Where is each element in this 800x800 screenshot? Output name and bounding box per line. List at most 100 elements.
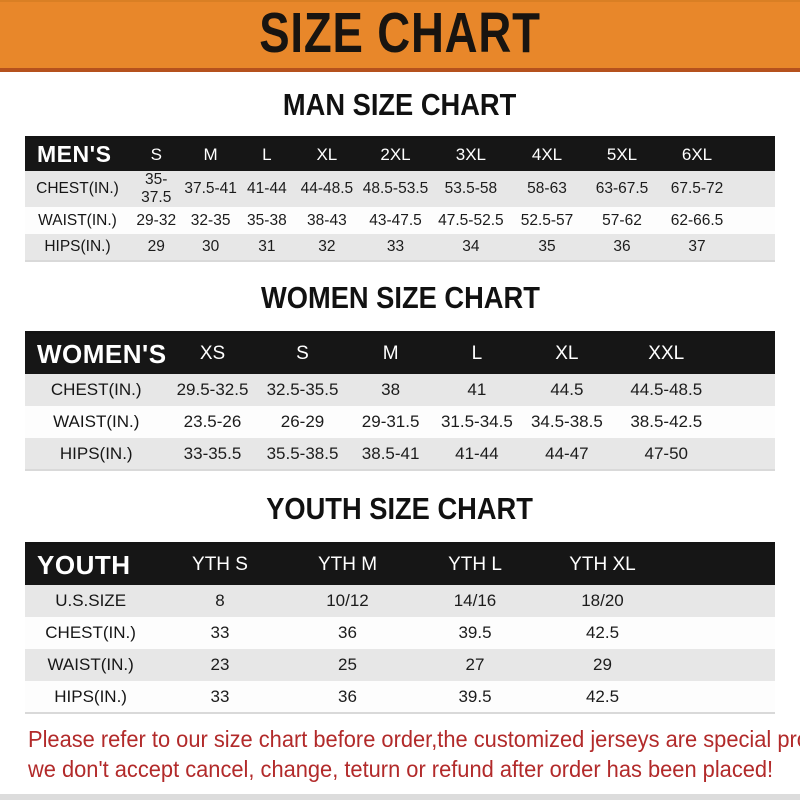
row-filler-cell [666, 681, 775, 714]
size-column-header: YTH M [283, 542, 412, 586]
size-value: 23.5-26 [167, 406, 258, 439]
measurement-row-label: CHEST(IN.) [25, 171, 130, 208]
row-filler-cell [666, 585, 775, 618]
size-value: 27 [411, 649, 539, 682]
size-column-header: XS [167, 331, 258, 375]
section-youth: YOUTH SIZE CHART YOUTH YTH S YTH M YTH L YTH… [0, 491, 800, 714]
measurement-row: CHEST(IN.) 35-37.5 37.5-41 41-44 44-48.5 48.5… [25, 171, 775, 208]
size-value: 29.5-32.5 [167, 374, 258, 407]
measurement-row: CHEST(IN.) 29.5-32.5 32.5-35.5 38 41 44.5 44.5… [25, 374, 775, 407]
measurement-row: HIPS(IN.) 33-35.5 35.5-38.5 38.5-41 41-44 44-… [25, 438, 775, 471]
row-filler-cell [718, 406, 775, 439]
row-filler-cell [734, 234, 775, 262]
size-column-header: S [130, 136, 183, 172]
notice-line-1: Please refer to our size chart before or… [28, 726, 800, 753]
size-value: 37 [659, 234, 735, 262]
header-filler-cell [666, 542, 775, 586]
size-value: 34 [432, 234, 510, 262]
size-value: 36 [283, 617, 412, 650]
size-value: 36 [283, 681, 412, 714]
size-value: 30 [182, 234, 239, 262]
size-column-header: YTH XL [538, 542, 667, 586]
size-value: 25 [283, 649, 412, 682]
size-column-header: XL [520, 331, 614, 375]
table-group-label: WOMEN'S [25, 331, 168, 375]
measurement-row-label: WAIST(IN.) [25, 207, 130, 235]
youth-section-title-text: YOUTH SIZE CHART [266, 491, 534, 527]
size-value: 29 [130, 234, 183, 262]
measurement-row-label: HIPS(IN.) [25, 438, 168, 471]
size-value: 29-31.5 [347, 406, 434, 439]
youth-size-table: YOUTH YTH S YTH M YTH L YTH XL U.S.SIZE 8 10/12… [25, 541, 775, 715]
size-value: 35-37.5 [130, 171, 183, 208]
size-value: 42.5 [538, 617, 667, 650]
measurement-row-label: CHEST(IN.) [25, 617, 157, 650]
size-value: 33 [156, 617, 284, 650]
size-value: 67.5-72 [659, 171, 735, 208]
measurement-row-label: CHEST(IN.) [25, 374, 168, 407]
row-filler-cell [734, 207, 775, 235]
size-value: 29-32 [130, 207, 183, 235]
youth-section-title: YOUTH SIZE CHART [0, 491, 800, 527]
size-value: 41-44 [433, 438, 520, 471]
size-value: 39.5 [411, 681, 539, 714]
size-value: 36 [584, 234, 660, 262]
row-filler-cell [666, 649, 775, 682]
size-value: 14/16 [411, 585, 539, 618]
size-value: 34.5-38.5 [520, 406, 614, 439]
size-column-header: 3XL [432, 136, 510, 172]
size-column-header: L [433, 331, 520, 375]
size-value: 39.5 [411, 617, 539, 650]
size-value: 18/20 [538, 585, 667, 618]
size-value: 29 [538, 649, 667, 682]
measurement-row: WAIST(IN.) 23 25 27 29 [25, 649, 775, 682]
size-value: 38-43 [295, 207, 359, 235]
size-value: 47.5-52.5 [432, 207, 510, 235]
women-size-table: WOMEN'S XS S M L XL XXL CHEST(IN.) 29.5-32.5 32.5… [25, 330, 775, 472]
row-filler-cell [666, 617, 775, 650]
banner-title: SIZE CHART [259, 0, 541, 65]
measurement-row: HIPS(IN.) 33 36 39.5 42.5 [25, 681, 775, 714]
size-value: 33 [358, 234, 433, 262]
row-filler-cell [718, 374, 775, 407]
size-column-header: M [182, 136, 239, 172]
size-value: 23 [156, 649, 284, 682]
measurement-row: U.S.SIZE 8 10/12 14/16 18/20 [25, 585, 775, 618]
size-value: 44.5 [520, 374, 614, 407]
size-column-header: YTH L [411, 542, 539, 586]
size-column-header: S [257, 331, 348, 375]
measurement-row-label: WAIST(IN.) [25, 649, 157, 682]
size-value: 58-63 [509, 171, 585, 208]
header-filler-cell [718, 331, 775, 375]
table-group-label: YOUTH [25, 542, 157, 586]
table-group-label: MEN'S [25, 136, 130, 172]
size-column-header: YTH S [156, 542, 284, 586]
size-value: 33-35.5 [167, 438, 258, 471]
banner: SIZE CHART [0, 0, 800, 72]
table-header-row: WOMEN'S XS S M L XL XXL [25, 331, 775, 375]
size-value: 38 [347, 374, 434, 407]
table-header-row: YOUTH YTH S YTH M YTH L YTH XL [25, 542, 775, 586]
bottom-divider [0, 794, 800, 800]
size-value: 31.5-34.5 [433, 406, 520, 439]
order-notice: Please refer to our size chart before or… [28, 724, 800, 784]
men-size-table: MEN'S S M L XL 2XL 3XL 4XL 5XL 6XL CHEST(IN.) 35-37… [25, 135, 775, 263]
size-column-header: M [347, 331, 434, 375]
size-value: 33 [156, 681, 284, 714]
size-value: 52.5-57 [509, 207, 585, 235]
size-value: 32 [295, 234, 359, 262]
size-value: 41-44 [238, 171, 295, 208]
size-value: 35.5-38.5 [257, 438, 348, 471]
measurement-row-label: U.S.SIZE [25, 585, 157, 618]
size-value: 43-47.5 [358, 207, 433, 235]
size-value: 57-62 [584, 207, 660, 235]
measurement-row-label: WAIST(IN.) [25, 406, 168, 439]
row-filler-cell [734, 171, 775, 208]
measurement-row-label: HIPS(IN.) [25, 681, 157, 714]
size-value: 44-47 [520, 438, 614, 471]
size-column-header: XL [295, 136, 359, 172]
size-value: 8 [156, 585, 284, 618]
size-column-header: XXL [613, 331, 719, 375]
size-column-header: L [238, 136, 295, 172]
